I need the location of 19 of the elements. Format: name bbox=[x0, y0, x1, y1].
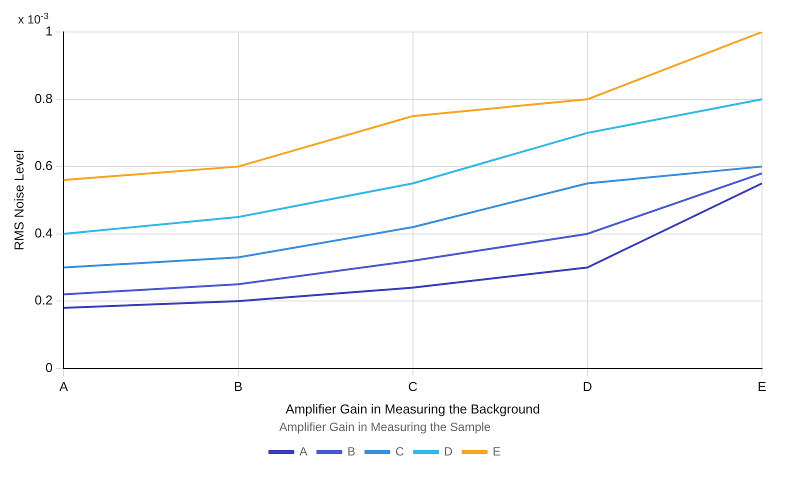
legend-label: D bbox=[444, 444, 453, 458]
y-tick-label: 0.8 bbox=[34, 90, 53, 106]
x-tick-label: C bbox=[408, 378, 418, 394]
x-tick-label: B bbox=[234, 378, 243, 394]
legend-label: C bbox=[395, 444, 404, 458]
x-tick-label: A bbox=[59, 378, 68, 394]
x-axis-title: Amplifier Gain in Measuring the Background bbox=[286, 401, 540, 416]
legend-title: Amplifier Gain in Measuring the Sample bbox=[279, 420, 492, 434]
x-tick-label: D bbox=[582, 378, 592, 394]
y-tick-label: 0.6 bbox=[34, 158, 53, 174]
x-tick-label: E bbox=[758, 378, 767, 394]
y-tick-label: 0 bbox=[45, 360, 53, 375]
legend-label: E bbox=[492, 444, 501, 458]
y-tick-label: 1 bbox=[45, 24, 53, 39]
y-tick-label: 0.2 bbox=[34, 292, 53, 308]
legend-label: B bbox=[347, 444, 356, 458]
legend-label: A bbox=[299, 444, 308, 458]
y-tick-label: 0.4 bbox=[34, 225, 53, 240]
y-axis-title: RMS Noise Level bbox=[11, 150, 26, 250]
